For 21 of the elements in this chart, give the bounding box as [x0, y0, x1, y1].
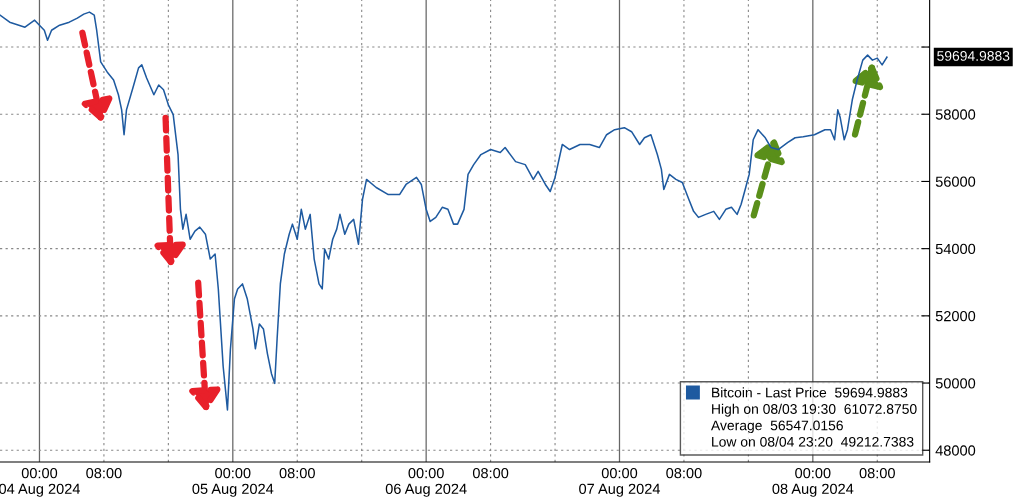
y-tick-label: 50000: [935, 378, 976, 389]
annotation: Low on 08/04 23:20 49212.7383: [712, 436, 914, 447]
x-tick-label: 00:00 04 Aug 2024: [0, 467, 81, 497]
y-tick-label: 56000: [935, 176, 976, 187]
x-tick-label: 08:00: [666, 467, 702, 479]
y-tick-label: 48000: [935, 445, 976, 456]
legend-label: Bitcoin - Last Price 59694.9883: [712, 387, 908, 398]
x-tick-label: 00:00 05 Aug 2024: [192, 467, 274, 497]
y-tick-label: 54000: [935, 243, 976, 255]
x-tick-label: 08:00: [472, 467, 509, 479]
x-tick-label: 08:00: [859, 467, 895, 479]
annotation: Average 56547.0156: [710, 420, 843, 434]
x-tick-label: 00:00 07 Aug 2024: [579, 467, 661, 497]
x-tick-label: 00:00 08 Aug 2024: [772, 467, 854, 497]
y-tick-label: 58000: [935, 109, 976, 120]
y-tick-label: 52000: [935, 310, 976, 322]
x-tick-label: 00:00 06 Aug 2024: [385, 467, 467, 497]
x-tick-label: 08:00: [86, 467, 122, 479]
annotation: High on 08/03 19:30 61072.8750: [712, 403, 917, 417]
x-tick-label: 08:00: [279, 467, 315, 479]
text: 59694.9883: [937, 51, 1010, 61]
